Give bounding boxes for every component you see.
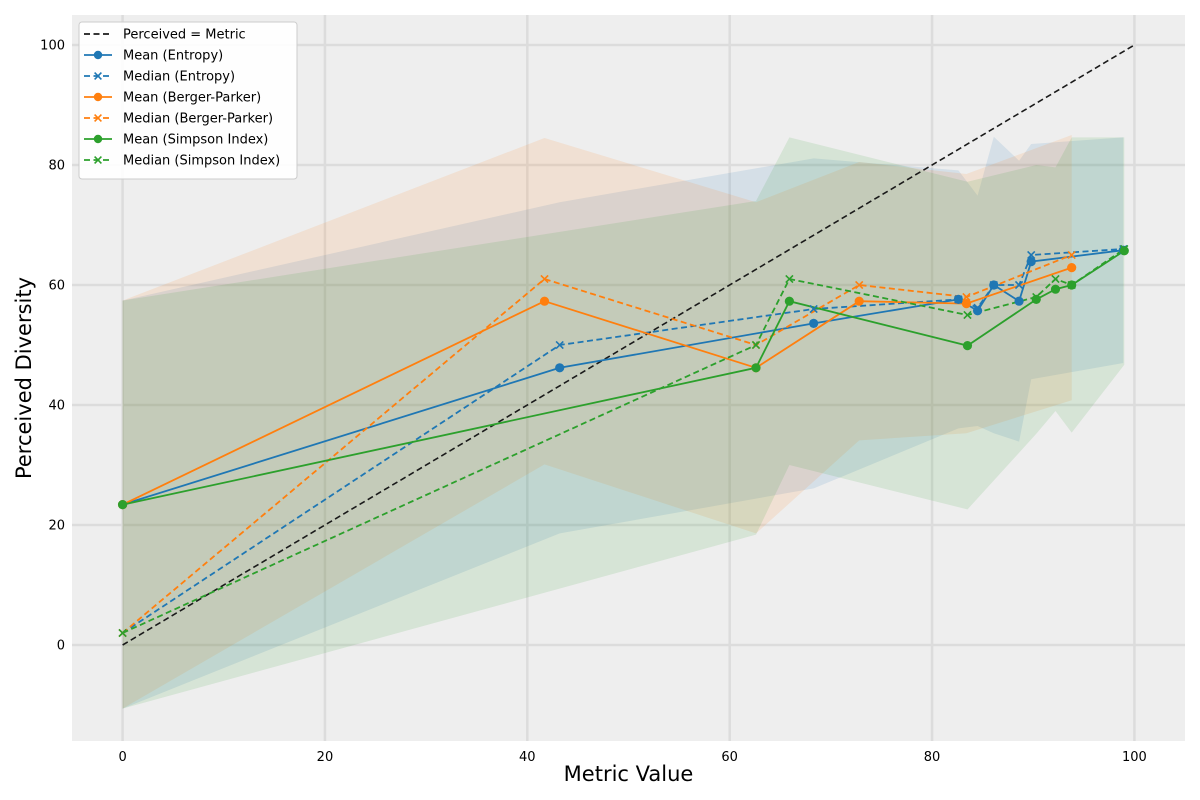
legend-entry: Median (Berger-Parker) xyxy=(84,112,273,127)
legend-entry: Median (Entropy) xyxy=(84,70,235,85)
x-tick-label: 20 xyxy=(317,750,334,765)
mean-point-entropy xyxy=(1014,296,1024,306)
legend-label: Mean (Entropy) xyxy=(123,49,223,64)
legend-marker-circle xyxy=(93,50,103,60)
uncertainty-bands xyxy=(122,135,1125,709)
mean-point-entropy xyxy=(1026,257,1036,267)
legend-marker-circle xyxy=(93,134,103,144)
x-axis-title: Metric Value xyxy=(564,762,694,786)
axis-ticks: 0 20 40 60 80 100 0 20 40 60 80 100 xyxy=(40,39,1147,766)
mean-point-berger xyxy=(961,299,972,309)
y-tick-label: 60 xyxy=(48,279,65,294)
median-point-entropy xyxy=(954,295,963,304)
legend-entry: Median (Simpson Index) xyxy=(84,154,280,169)
mean-point-berger xyxy=(539,296,550,306)
y-tick-label: 80 xyxy=(48,159,65,174)
series-markers xyxy=(117,244,1129,638)
median-point-simpson xyxy=(751,340,761,350)
median-point-simpson xyxy=(963,310,972,320)
mean-point-simpson xyxy=(751,363,761,373)
x-tick-label: 60 xyxy=(721,750,738,765)
legend-label: Median (Entropy) xyxy=(123,70,235,85)
reference-line xyxy=(122,44,1135,646)
mean-point-simpson xyxy=(962,341,973,351)
mean-point-entropy xyxy=(809,318,819,328)
legend-label: Perceived = Metric xyxy=(123,28,246,43)
x-tick-label: 100 xyxy=(1122,750,1147,765)
median-point-berger xyxy=(1067,250,1076,260)
median-point-simpson xyxy=(785,274,794,284)
legend-marker-circle xyxy=(93,92,103,102)
legend-entry: Perceived = Metric xyxy=(84,28,246,43)
y-tick-label: 20 xyxy=(48,519,65,534)
mean-point-entropy xyxy=(972,306,983,316)
legend-label: Mean (Simpson Index) xyxy=(123,133,268,148)
band-simpson xyxy=(122,137,1125,709)
legend-entry: Mean (Simpson Index) xyxy=(84,133,268,148)
median-point-entropy xyxy=(973,303,982,312)
legend-marker-x xyxy=(94,114,102,122)
median-point-simpson xyxy=(1051,274,1060,284)
median-point-berger xyxy=(855,280,864,290)
y-tick-label: 0 xyxy=(57,639,65,654)
median-point-simpson xyxy=(1067,280,1076,290)
median-point-entropy xyxy=(1027,250,1036,260)
mean-point-simpson xyxy=(117,500,128,510)
mean-point-simpson xyxy=(784,296,794,306)
median-line-simpson xyxy=(122,248,1125,634)
legend: Perceived = Metric Mean (Entropy) Median (… xyxy=(78,21,298,180)
median-point-entropy xyxy=(809,304,818,314)
legend-box xyxy=(78,21,298,180)
band-berger xyxy=(122,135,1072,709)
y-tick-label: 40 xyxy=(48,399,65,414)
legend-entry: Mean (Berger-Parker) xyxy=(84,91,261,106)
x-tick-label: 40 xyxy=(519,750,536,765)
median-point-simpson xyxy=(118,628,127,638)
y-tick-label: 100 xyxy=(40,39,65,54)
legend-marker-x xyxy=(94,72,102,80)
band-entropy xyxy=(122,136,1124,709)
median-point-berger xyxy=(962,292,971,302)
median-line-berger xyxy=(122,254,1073,634)
legend-marker-x xyxy=(94,156,102,164)
mean-point-simpson xyxy=(1031,294,1041,304)
median-point-berger xyxy=(540,274,549,284)
median-point-simpson xyxy=(1120,244,1129,254)
median-point-entropy xyxy=(989,280,998,290)
mean-point-entropy xyxy=(555,363,565,373)
x-tick-label: 0 xyxy=(118,750,126,765)
legend-label: Mean (Berger-Parker) xyxy=(123,91,261,106)
mean-point-berger xyxy=(854,296,864,306)
legend-label: Median (Berger-Parker) xyxy=(123,112,273,127)
mean-point-berger xyxy=(1067,263,1077,273)
mean-point-simpson xyxy=(1050,284,1061,294)
y-axis-title: Perceived Diversity xyxy=(12,277,36,479)
median-point-simpson xyxy=(1032,292,1041,302)
mean-point-simpson xyxy=(1119,246,1129,256)
median-point-entropy xyxy=(555,340,564,350)
legend-label: Median (Simpson Index) xyxy=(123,154,280,169)
x-tick-label: 80 xyxy=(924,750,941,765)
median-point-entropy xyxy=(1014,280,1024,290)
mean-line-berger xyxy=(122,266,1072,506)
legend-entry: Mean (Entropy) xyxy=(84,49,223,64)
